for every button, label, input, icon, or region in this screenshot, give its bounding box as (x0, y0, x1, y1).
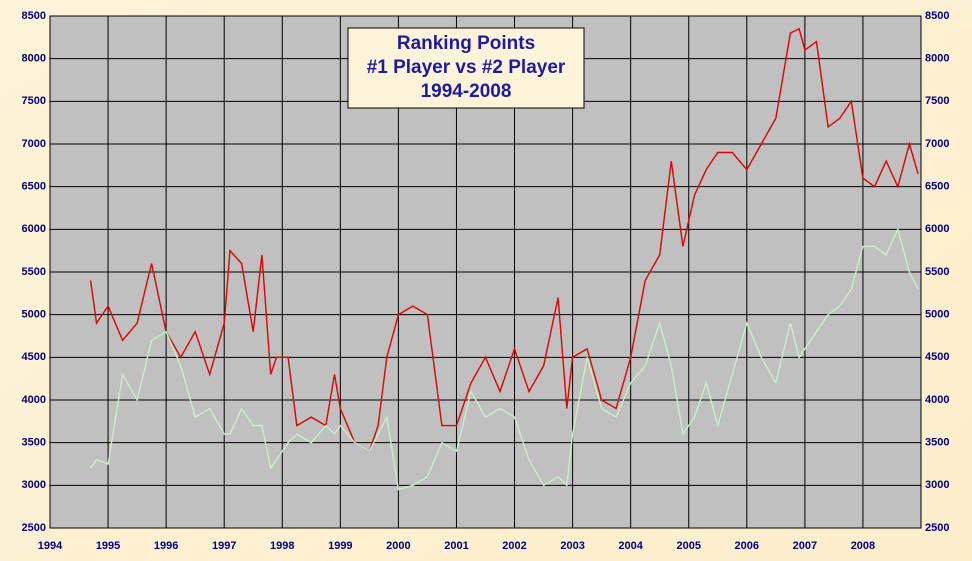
y-tick-label: 4000 (22, 394, 46, 406)
x-tick-label: 2000 (386, 540, 410, 552)
y-tick-label: 8500 (22, 10, 46, 22)
y-tick-label: 8000 (22, 53, 46, 65)
x-tick-label: 2001 (444, 540, 468, 552)
x-tick-label: 1999 (328, 540, 352, 552)
x-tick-label: 2007 (793, 540, 817, 552)
x-tick-label: 1996 (154, 540, 178, 552)
chart-period: 1994-2008 (421, 81, 512, 102)
y-tick-label: 2500 (22, 522, 46, 534)
y2-tick-label: 6500 (925, 181, 949, 193)
y2-tick-label: 5000 (925, 309, 949, 321)
y2-tick-label: 4500 (925, 351, 949, 363)
x-tick-label: 2004 (618, 540, 643, 552)
y-tick-label: 6500 (22, 181, 46, 193)
y-tick-label: 7000 (22, 138, 46, 150)
x-tick-label: 1998 (270, 540, 294, 552)
y2-tick-label: 8000 (925, 53, 949, 65)
y-tick-label: 4500 (22, 351, 46, 363)
y2-tick-label: 6000 (925, 223, 949, 235)
plot-border (49, 15, 922, 529)
x-tick-label: 2008 (851, 540, 875, 552)
x-tick-label: 2003 (560, 540, 584, 552)
x-tick-label: 2006 (735, 540, 759, 552)
y-tick-label: 3000 (22, 479, 46, 491)
y2-tick-label: 5500 (925, 266, 949, 278)
y2-tick-label: 4000 (925, 394, 949, 406)
x-tick-label: 1997 (212, 540, 236, 552)
x-tick-label: 2002 (502, 540, 526, 552)
y-tick-label: 5500 (22, 266, 46, 278)
series-line (89, 27, 919, 453)
y-tick-label: 5000 (22, 309, 46, 321)
x-tick-label: 2005 (676, 540, 700, 552)
y2-tick-label: 3000 (925, 479, 949, 491)
chart-title: Ranking Points (397, 33, 535, 54)
y-tick-label: 3500 (22, 437, 46, 449)
y2-tick-label: 8500 (925, 10, 949, 22)
y2-tick-label: 7500 (925, 95, 949, 107)
y2-tick-label: 2500 (925, 522, 949, 534)
x-tick-label: 1995 (96, 540, 120, 552)
title-box (347, 27, 585, 109)
y2-tick-label: 3500 (925, 437, 949, 449)
y-tick-label: 7500 (22, 95, 46, 107)
series-line (90, 227, 919, 491)
y2-tick-label: 7000 (925, 138, 949, 150)
y-tick-label: 6000 (22, 223, 46, 235)
x-tick-label: 1994 (38, 540, 63, 552)
chart-subtitle: #1 Player vs #2 Player (367, 57, 566, 78)
